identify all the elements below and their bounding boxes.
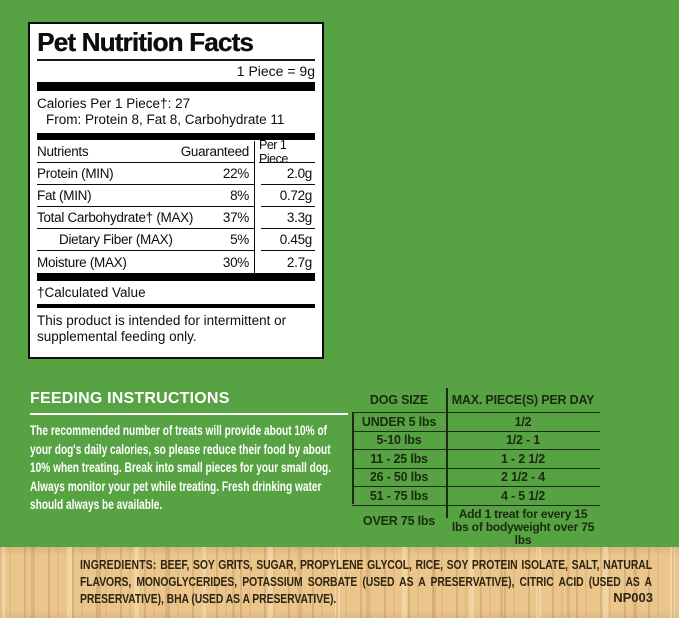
nutrient-per-piece: 3.3g [261, 207, 315, 229]
nutrient-per-piece: 2.0g [261, 163, 315, 185]
nutrient-name: Moisture (MAX) [37, 254, 127, 270]
feeding-disclaimer: This product is intended for intermitten… [37, 313, 287, 344]
dog-table-row: 11 - 25 lbs 1 - 2 1/2 [352, 449, 600, 468]
header-guaranteed: Guaranteed [180, 144, 250, 159]
ingredients-strip: INGREDIENTS: BEEF, SOY GRITS, SUGAR, PRO… [0, 547, 679, 618]
nutrient-guaranteed: 5% [230, 232, 249, 247]
nutrient-row-carbohydrate: Total Carbohydrate† (MAX) 37% 3.3g [37, 207, 315, 229]
feeding-instructions-section: FEEDING INSTRUCTIONS The recommended num… [30, 390, 348, 515]
nutrient-name: Total Carbohydrate† (MAX) [37, 210, 194, 225]
nutrient-row-fat: Fat (MIN) 8% 0.72g [37, 185, 315, 207]
thick-divider-bar [37, 273, 315, 281]
thick-divider-bar [37, 133, 315, 140]
header-per-piece: Per 1 Piece [259, 138, 315, 166]
max-pieces-value: 1/2 - 1 [505, 433, 541, 448]
nutrient-guaranteed: 8% [230, 188, 249, 203]
panel-title: Pet Nutrition Facts [37, 27, 254, 57]
table-column-divider [446, 388, 448, 518]
dog-size-value: OVER 75 lbs [362, 514, 436, 528]
header-dog-size: DOG SIZE [369, 393, 429, 407]
dog-table-row: 26 - 50 lbs 2 1/2 - 4 [352, 467, 600, 487]
dog-table-row-over-75: OVER 75 lbs Add 1 treat for every 15 lbs… [352, 504, 600, 546]
nutrient-guaranteed: 37% [222, 210, 249, 225]
thick-divider-bar [37, 82, 315, 91]
max-pieces-value: 2 1/2 - 4 [500, 470, 546, 485]
nutrient-row-protein: Protein (MIN) 22% 2.0g [37, 163, 315, 185]
dog-size-table: DOG SIZE MAX. PIECE(S) PER DAY UNDER 5 l… [352, 388, 600, 546]
max-pieces-value: 4 - 5 1/2 [500, 488, 546, 503]
max-pieces-value: Add 1 treat for every 15 lbs of bodyweig… [451, 506, 595, 547]
header-nutrients: Nutrients [37, 144, 89, 159]
nutrient-row-moisture: Moisture (MAX) 30% 2.7g [37, 251, 315, 273]
nutrient-per-piece: 0.72g [261, 185, 315, 207]
nutrient-guaranteed: 30% [222, 254, 249, 270]
nutrients-table: Nutrients Guaranteed Per 1 Piece Protein… [37, 138, 315, 273]
ingredients-paragraph: INGREDIENTS: BEEF, SOY GRITS, SUGAR, PRO… [80, 556, 652, 607]
nutrition-facts-panel: Pet Nutrition Facts 1 Piece = 9g Calorie… [28, 22, 324, 359]
nutrient-row-dietary-fiber: Dietary Fiber (MAX) 5% 0.45g [37, 229, 315, 251]
nutrient-name: Protein (MIN) [37, 166, 114, 181]
header-max-pieces: MAX. PIECE(S) PER DAY [451, 393, 595, 407]
dog-size-value: 11 - 25 lbs [370, 451, 428, 466]
dog-table-header-row: DOG SIZE MAX. PIECE(S) PER DAY [352, 388, 600, 412]
feeding-instructions-title: FEEDING INSTRUCTIONS [30, 390, 348, 415]
dog-size-value: UNDER 5 lbs [361, 414, 437, 429]
thin-divider-bar [37, 304, 315, 308]
nutrient-guaranteed: 22% [222, 166, 249, 181]
nutrient-per-piece: 2.7g [286, 254, 312, 270]
serving-size: 1 Piece = 9g [236, 63, 315, 79]
dog-table-row: UNDER 5 lbs 1/2 [352, 412, 600, 431]
calories-from-line: From: Protein 8, Fat 8, Carbohydrate 11 [46, 112, 285, 127]
table-left-edge [352, 412, 354, 504]
dog-size-value: 51 - 75 lbs [369, 488, 429, 503]
nutrients-header-row: Nutrients Guaranteed Per 1 Piece [37, 138, 315, 166]
ingredients-label: INGREDIENTS: [80, 557, 157, 572]
dog-table-row: 5-10 lbs 1/2 - 1 [352, 430, 600, 450]
nutrient-name: Dietary Fiber (MAX) [59, 232, 173, 247]
calories-line: Calories Per 1 Piece†: 27 [37, 96, 191, 111]
max-pieces-value: 1 - 2 1/2 [500, 451, 546, 466]
product-code: NP003 [613, 590, 653, 605]
calculated-value-footnote: †Calculated Value [37, 285, 146, 300]
nutrient-name: Fat (MIN) [37, 188, 92, 203]
nutrient-per-piece: 0.45g [261, 229, 315, 251]
title-rule [37, 59, 315, 61]
dog-table-row: 51 - 75 lbs 4 - 5 1/2 [352, 486, 600, 505]
dog-size-value: 5-10 lbs [376, 433, 422, 448]
max-pieces-value: 1/2 [514, 414, 532, 429]
ingredients-list: BEEF, SOY GRITS, SUGAR, PROPYLENE GLYCOL… [80, 557, 652, 606]
feeding-instructions-body: The recommended number of treats will pr… [30, 423, 332, 512]
dog-size-value: 26 - 50 lbs [369, 470, 429, 485]
